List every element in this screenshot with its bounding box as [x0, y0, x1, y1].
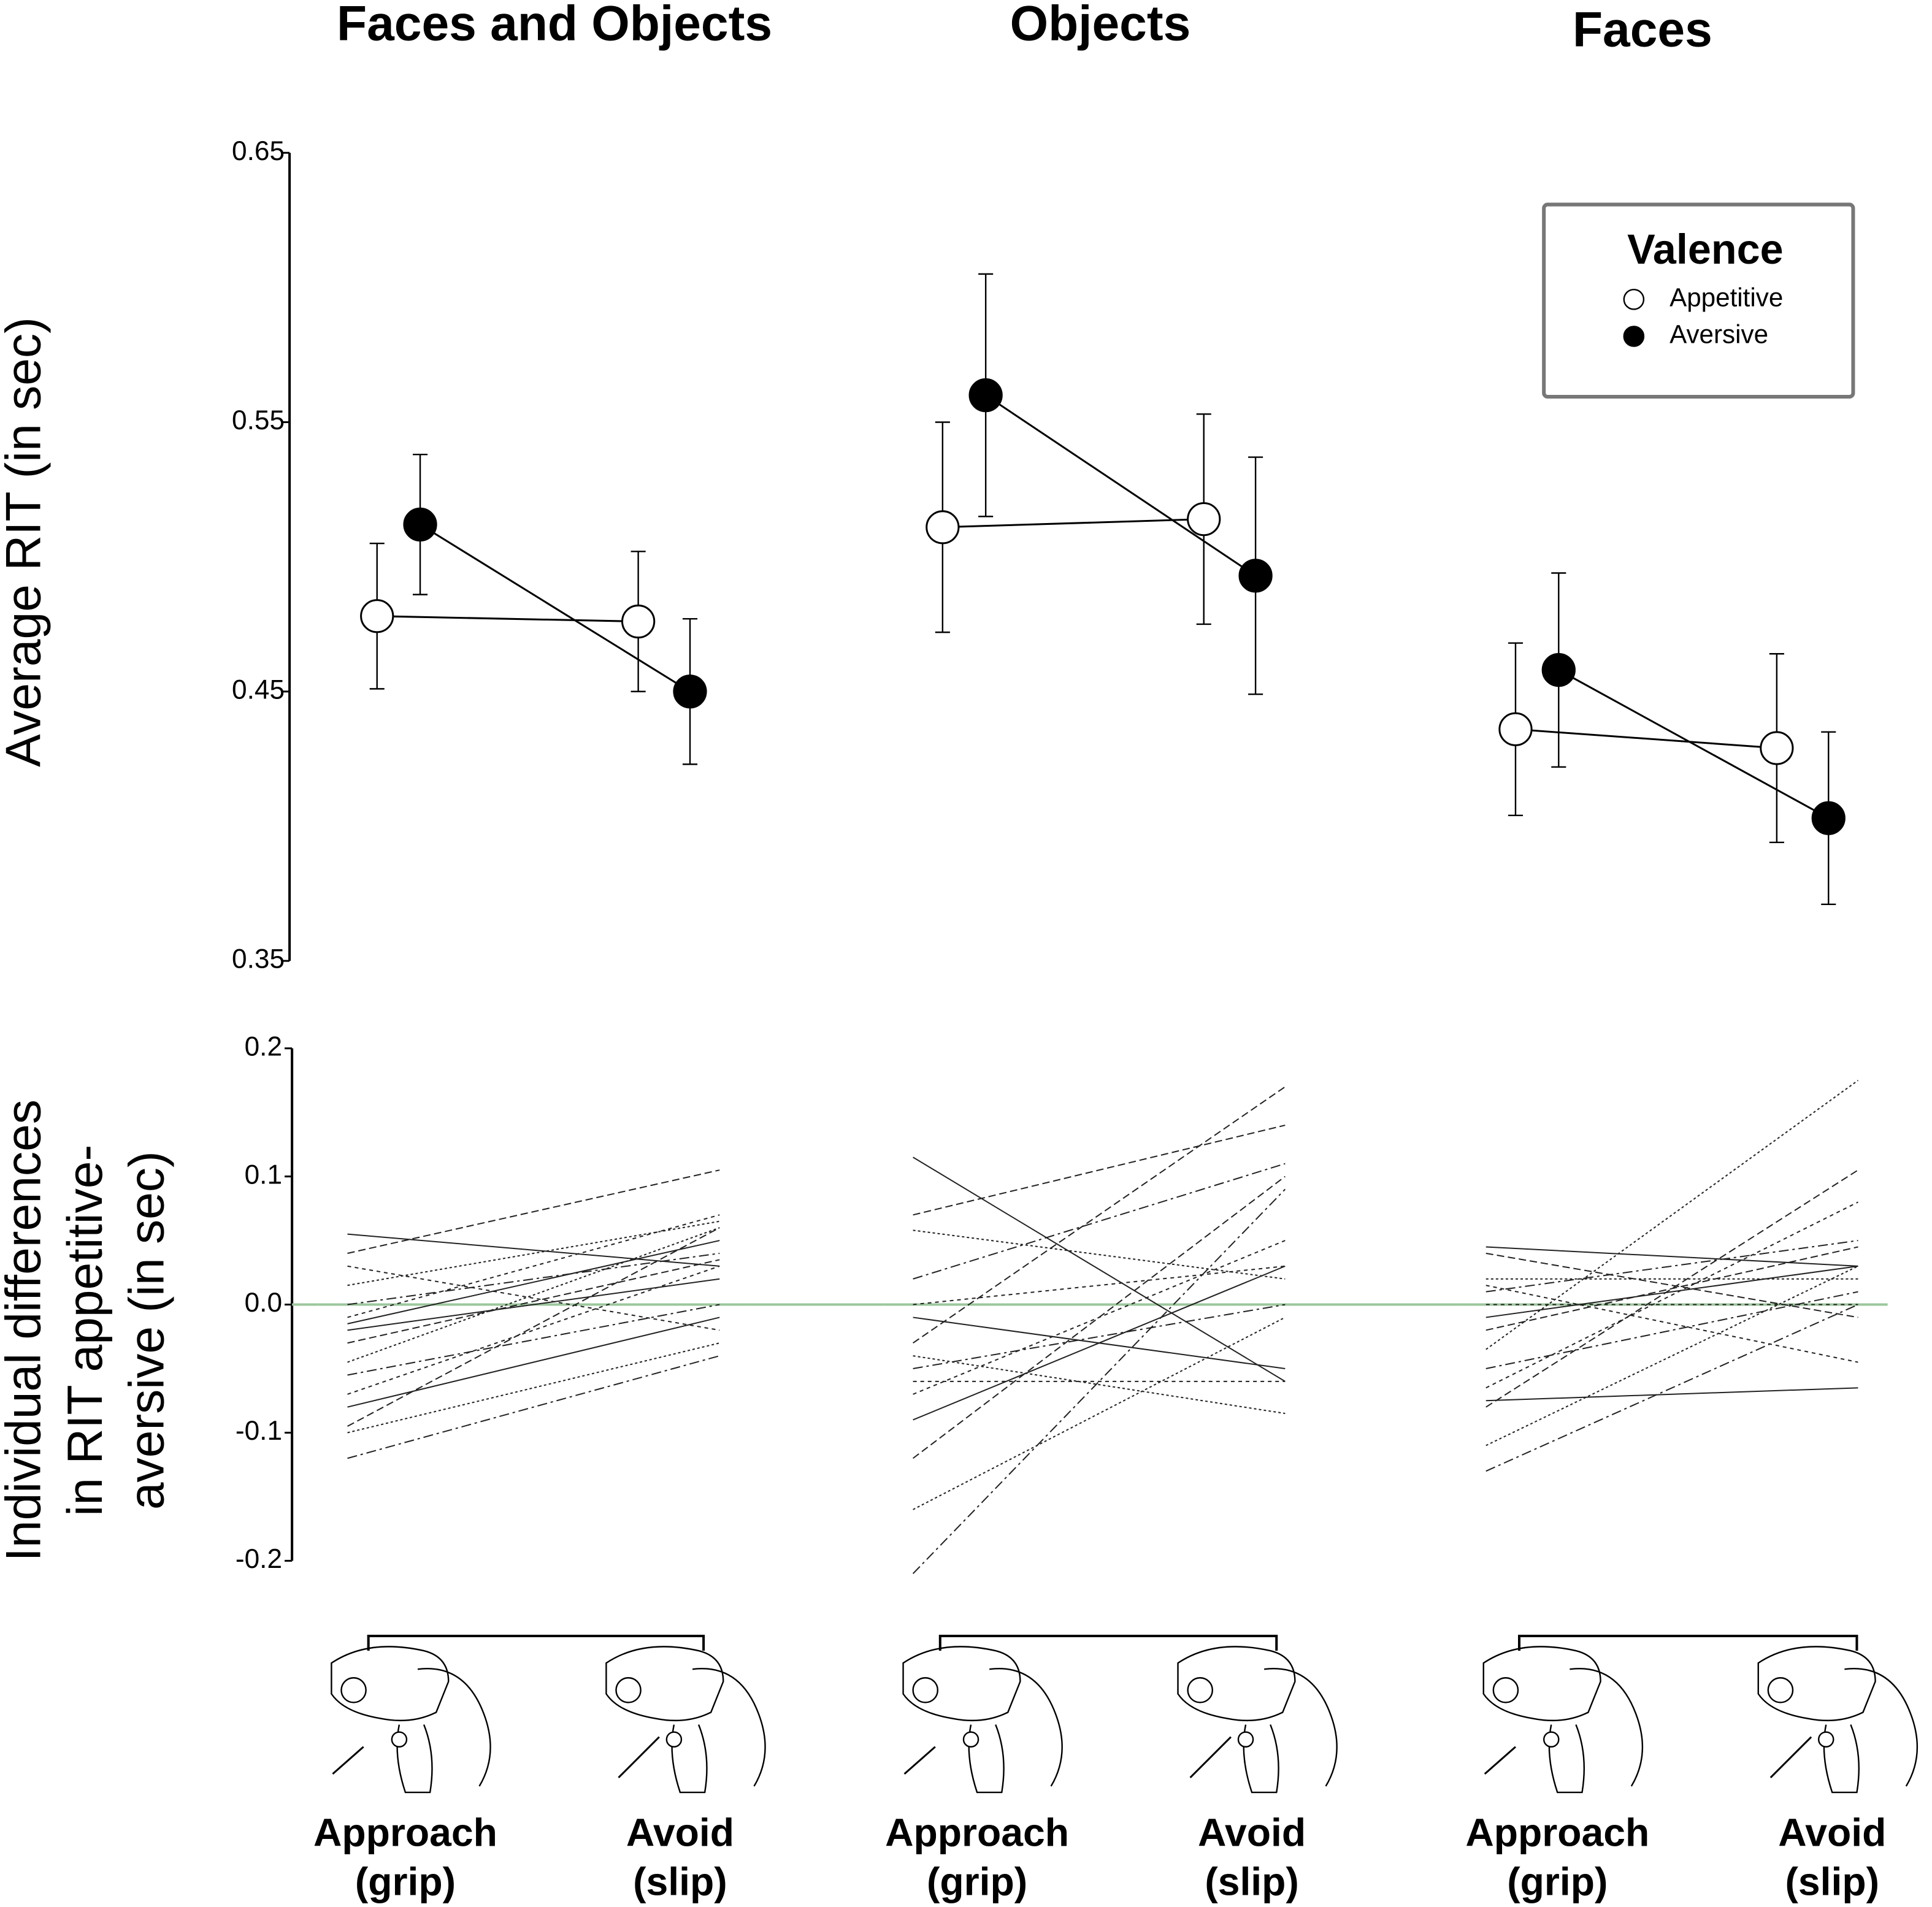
subject-line [1485, 1291, 1858, 1369]
y-tick-label: 0.55 [232, 405, 285, 435]
x-category-label: Avoid [1198, 1810, 1306, 1854]
y-axis-label: Average RIT (in sec) [0, 317, 51, 767]
y-tick-label: 0.0 [245, 1288, 282, 1318]
subject-line [913, 1265, 1286, 1305]
subject-line [1485, 1246, 1858, 1331]
y-tick-label: 0.65 [232, 136, 285, 166]
subject-line [347, 1265, 720, 1395]
x-category-note: (grip) [927, 1860, 1027, 1904]
point [1760, 731, 1794, 765]
legend-label: Aversive [1669, 320, 1768, 349]
subject-line [347, 1252, 720, 1305]
x-category-label: Approach [313, 1810, 497, 1854]
subject-line [913, 1175, 1286, 1459]
legend-title: Valence [1627, 226, 1783, 273]
point [1187, 502, 1221, 537]
point [1498, 712, 1533, 746]
y-axis-label: in RIT appetitive- [58, 1145, 113, 1516]
subject-line [913, 1317, 1286, 1510]
subject-line [347, 1355, 720, 1459]
subject-line [1485, 1201, 1858, 1389]
subject-line [1485, 1285, 1858, 1363]
subject-line [347, 1342, 720, 1434]
subject-line [347, 1317, 720, 1408]
y-tick-label: 0.1 [245, 1160, 282, 1190]
point [968, 378, 1003, 413]
point [1541, 653, 1576, 687]
panel-title: Faces [1573, 2, 1712, 58]
subject-line [913, 1355, 1286, 1415]
point [621, 604, 656, 639]
subject-line [1485, 1265, 1858, 1318]
y-axis-label: aversive (in sec) [119, 1151, 174, 1510]
point [926, 510, 960, 545]
series-line [985, 394, 1256, 577]
point [1811, 801, 1846, 835]
x-category-label: Avoid [626, 1810, 734, 1854]
subject-line [1485, 1169, 1859, 1408]
subject-line [1485, 1265, 1858, 1446]
series-line [420, 524, 691, 693]
series-line [377, 615, 638, 623]
panel-title: Faces and Objects [337, 0, 772, 52]
legend-marker [1623, 288, 1645, 310]
x-category-note: (grip) [355, 1860, 456, 1904]
subject-line [913, 1086, 1286, 1344]
series-line [1515, 728, 1777, 749]
point [1238, 559, 1273, 593]
subject-line [1485, 1246, 1858, 1267]
x-category-note: (slip) [1785, 1860, 1880, 1904]
subject-line [347, 1220, 720, 1286]
subject-line [347, 1240, 720, 1324]
point [403, 507, 437, 542]
y-tick-label: -0.2 [236, 1544, 282, 1574]
y-tick-label: 0.35 [232, 944, 285, 974]
x-category-note: (slip) [1205, 1860, 1299, 1904]
subject-line [347, 1227, 720, 1427]
subject-line [1485, 1304, 1858, 1472]
subject-line [347, 1227, 720, 1363]
legend-marker [1623, 326, 1645, 347]
subject-line [1485, 1080, 1859, 1350]
x-category-label: Approach [885, 1810, 1069, 1854]
subject-line [1485, 1240, 1858, 1293]
y-axis-label: Individual differences [0, 1099, 51, 1561]
subject-line [347, 1259, 720, 1344]
subject-line [1485, 1252, 1858, 1318]
subject-line [913, 1304, 1286, 1369]
subject-line [1485, 1387, 1858, 1402]
legend-box [1542, 202, 1855, 399]
legend: Valence Appetitive Aversive [1542, 202, 1855, 399]
subject-line [347, 1214, 720, 1318]
point [673, 675, 707, 709]
series-line [942, 518, 1204, 529]
subject-line [913, 1163, 1286, 1280]
subject-line [347, 1304, 720, 1376]
series-line [1558, 669, 1829, 819]
y-tick-label: -0.1 [236, 1416, 282, 1446]
panel-title: Objects [1010, 0, 1191, 52]
y-tick-label: 0.45 [232, 675, 285, 705]
x-category-note: (grip) [1507, 1860, 1608, 1904]
subject-line [913, 1156, 1286, 1382]
x-category-note: (slip) [633, 1860, 727, 1904]
legend-label: Appetitive [1669, 283, 1783, 311]
subject-line [347, 1169, 720, 1254]
subject-line [913, 1229, 1286, 1280]
y-tick-label: 0.2 [245, 1031, 282, 1061]
x-category-label: Approach [1465, 1810, 1649, 1854]
point [360, 599, 394, 633]
x-category-label: Avoid [1778, 1810, 1886, 1854]
subject-line [347, 1233, 720, 1267]
subject-line [913, 1125, 1286, 1216]
subject-line [913, 1265, 1286, 1421]
